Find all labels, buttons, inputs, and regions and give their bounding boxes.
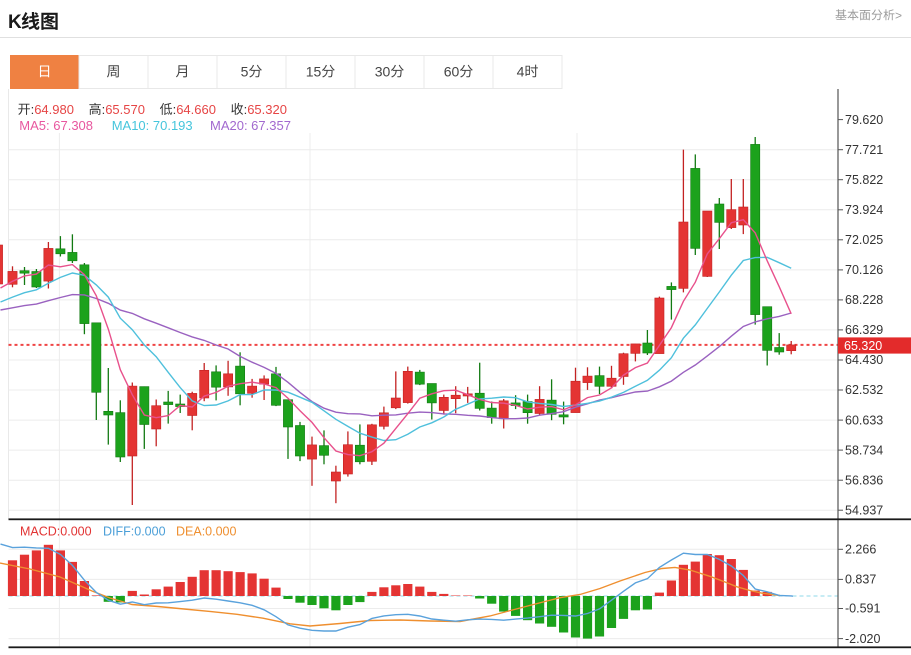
svg-text:54.937: 54.937	[845, 504, 883, 518]
svg-text:-0.591: -0.591	[845, 602, 880, 616]
svg-text:79.620: 79.620	[845, 113, 883, 127]
svg-text:64.430: 64.430	[845, 353, 883, 367]
svg-text:0.837: 0.837	[845, 573, 876, 587]
svg-text:58.734: 58.734	[845, 443, 883, 457]
svg-text:5: 5	[241, 63, 249, 79]
svg-text:65.570: 65.570	[105, 102, 145, 117]
svg-text:56.836: 56.836	[845, 473, 883, 487]
svg-text:75.822: 75.822	[845, 173, 883, 187]
svg-text:15: 15	[306, 63, 322, 79]
svg-text:K: K	[8, 12, 22, 33]
svg-text:70.126: 70.126	[845, 263, 883, 277]
svg-text:73.924: 73.924	[845, 203, 883, 217]
svg-text:MA5: 67.308: MA5: 67.308	[19, 118, 93, 133]
svg-text:4: 4	[517, 63, 525, 79]
svg-text:65.320: 65.320	[844, 339, 882, 353]
svg-text:DIFF:0.000: DIFF:0.000	[103, 525, 166, 539]
svg-text:MA10: 70.193: MA10: 70.193	[112, 118, 193, 133]
svg-text:-2.020: -2.020	[845, 632, 880, 646]
svg-text:64.660: 64.660	[176, 102, 216, 117]
svg-text:MACD:0.000: MACD:0.000	[20, 525, 92, 539]
svg-text:77.721: 77.721	[845, 143, 883, 157]
svg-text:DEA:0.000: DEA:0.000	[176, 525, 237, 539]
svg-text:72.025: 72.025	[845, 233, 883, 247]
svg-text:2.266: 2.266	[845, 543, 876, 557]
svg-text:MA20: 67.357: MA20: 67.357	[210, 118, 291, 133]
svg-text:60.633: 60.633	[845, 413, 883, 427]
svg-text:66.329: 66.329	[845, 323, 883, 337]
svg-text:62.532: 62.532	[845, 383, 883, 397]
svg-text:65.320: 65.320	[247, 102, 287, 117]
svg-text:>: >	[895, 8, 902, 22]
svg-text:30: 30	[375, 63, 391, 79]
svg-text:60: 60	[444, 63, 460, 79]
svg-text:64.980: 64.980	[34, 102, 74, 117]
svg-text:68.228: 68.228	[845, 293, 883, 307]
